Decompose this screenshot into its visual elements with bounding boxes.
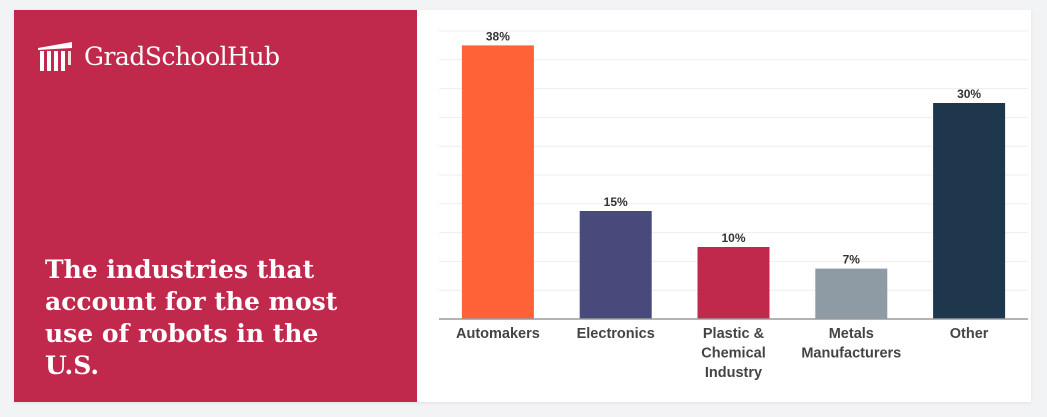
data-label: 30%: [957, 87, 981, 101]
chart-svg: 38% Automakers 15% Electronics 10% Plastic & C…: [439, 29, 1028, 381]
category-label: Metals Manufacturers: [801, 326, 901, 362]
chart-canvas: 38% Automakers 15% Electronics 10% Plastic & C…: [417, 10, 1031, 402]
bar-4: [933, 103, 1006, 319]
bar-chart: 38% Automakers 15% Electronics 10% Plastic & C…: [417, 10, 1031, 402]
headline: The industries that account for the most…: [45, 255, 338, 380]
category-label: Plastic & Chemical Industry: [701, 326, 765, 381]
data-label: 7%: [843, 253, 861, 267]
data-label: 10%: [721, 231, 745, 245]
bar-2: [697, 247, 770, 319]
bar-0: [461, 45, 534, 320]
data-label: 38%: [486, 29, 510, 43]
bar-3: [815, 268, 888, 319]
title-panel: GradSchoolHub The industries that accoun…: [14, 10, 417, 402]
data-label: 15%: [604, 195, 628, 209]
category-label: Other: [950, 326, 989, 342]
columns-building-icon: [36, 40, 74, 72]
bar-1: [579, 211, 652, 319]
brand-logo[interactable]: GradSchoolHub: [36, 40, 280, 72]
category-label: Electronics: [577, 326, 655, 342]
infographic-card: GradSchoolHub The industries that accoun…: [14, 10, 1031, 402]
category-label: Automakers: [456, 326, 540, 342]
brand-name: GradSchoolHub: [84, 41, 280, 71]
